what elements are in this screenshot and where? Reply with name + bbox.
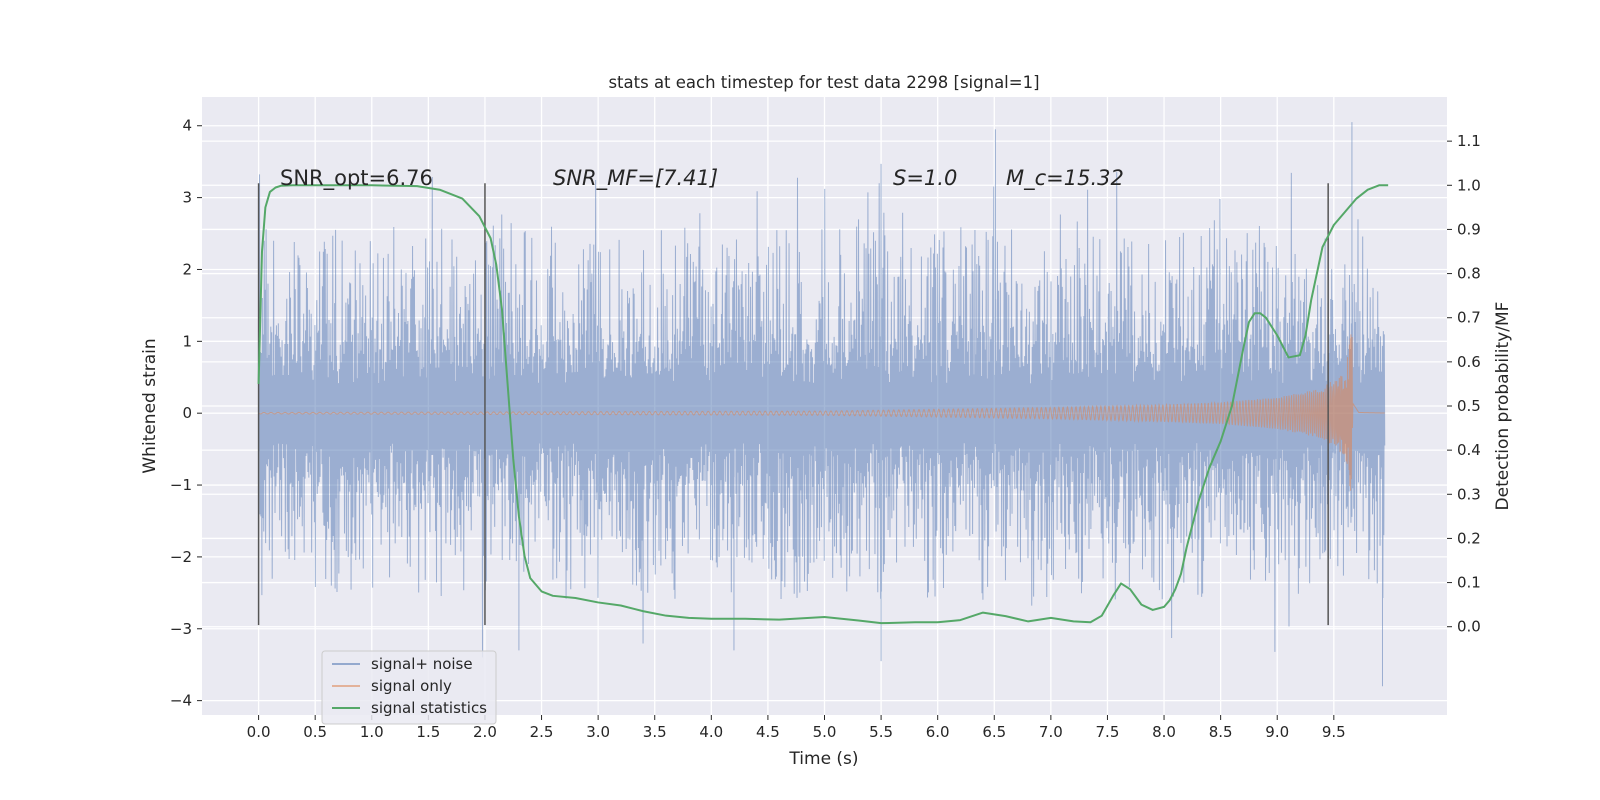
annotation-snr-opt: SNR_opt=6.76 <box>280 166 433 191</box>
signal-plus-noise-line <box>258 122 1386 687</box>
x-tick-label: 7.5 <box>1096 723 1120 741</box>
y-axis-left-label: Whitened strain <box>140 338 160 473</box>
x-tick-label: 1.5 <box>416 723 440 741</box>
y-right-tick-label: 0.0 <box>1457 618 1481 636</box>
y-axis-left-ticks: −4 −3 −2 −1 0 1 2 3 4 <box>170 117 202 710</box>
series-signal-only <box>258 334 1385 491</box>
y-right-tick-label: 0.2 <box>1457 529 1481 547</box>
y-right-tick-label: 0.3 <box>1457 485 1481 503</box>
y-right-tick-label: 1.0 <box>1457 176 1481 194</box>
annotation-mc: M_c=15.32 <box>1006 166 1124 191</box>
x-tick-label: 0.5 <box>303 723 327 741</box>
x-tick-label: 8.5 <box>1209 723 1233 741</box>
series-signal-plus-noise <box>258 122 1386 687</box>
annotation-s: S=1.0 <box>893 166 957 190</box>
x-axis-label: Time (s) <box>788 749 858 769</box>
y-left-tick-label: −4 <box>170 692 192 710</box>
x-axis-ticks: 0.0 0.5 1.0 1.5 2.0 2.5 3.0 3.5 4.0 4.5 5.0 5.5 6.0 6… <box>247 715 1346 741</box>
x-tick-label: 8.0 <box>1152 723 1176 741</box>
y-right-tick-label: 0.4 <box>1457 441 1481 459</box>
vertical-markers <box>257 183 1329 626</box>
annotation-snr-mf: SNR_MF=[7.41] <box>553 166 718 191</box>
legend: signal+ noise signal only signal statist… <box>321 650 497 725</box>
y-right-tick-label: 0.1 <box>1457 574 1481 592</box>
y-right-tick-label: 0.9 <box>1457 220 1481 238</box>
x-tick-label: 2.0 <box>473 723 497 741</box>
x-tick-label: 3.5 <box>643 723 667 741</box>
y-left-tick-label: −1 <box>170 476 192 494</box>
y-left-tick-label: 2 <box>182 260 192 278</box>
x-tick-label: 0.0 <box>247 723 271 741</box>
x-tick-label: 3.0 <box>586 723 610 741</box>
y-right-tick-label: 0.8 <box>1457 265 1481 283</box>
legend-label-signal-statistics: signal statistics <box>371 699 487 717</box>
y-right-tick-label: 0.5 <box>1457 397 1481 415</box>
x-tick-label: 4.5 <box>756 723 780 741</box>
legend-label-signal-only: signal only <box>371 677 452 695</box>
x-tick-label: 6.5 <box>982 723 1006 741</box>
signal-statistics-line <box>257 184 1389 625</box>
y-right-tick-label: 1.1 <box>1457 132 1481 150</box>
y-left-tick-label: 3 <box>182 189 192 207</box>
y-axis-right-label: Detection probability/MF <box>1493 302 1513 511</box>
x-tick-label: 9.5 <box>1322 723 1346 741</box>
y-left-tick-label: 4 <box>182 117 192 135</box>
y-left-tick-label: −2 <box>170 548 192 566</box>
x-tick-label: 5.0 <box>813 723 837 741</box>
y-left-tick-label: 0 <box>182 404 192 422</box>
x-tick-label: 4.0 <box>699 723 723 741</box>
y-right-tick-label: 0.6 <box>1457 353 1481 371</box>
x-tick-label: 6.0 <box>926 723 950 741</box>
signal-only-line <box>258 334 1385 491</box>
y-axis-right-ticks: 0.0 0.1 0.2 0.3 0.4 0.5 0.6 0.7 0.8 0.9 1.0 1.1 <box>1447 132 1481 636</box>
legend-box <box>321 650 497 725</box>
legend-label-signal-plus-noise: signal+ noise <box>371 655 473 673</box>
x-tick-label: 1.0 <box>360 723 384 741</box>
x-tick-label: 7.0 <box>1039 723 1063 741</box>
chart-title: stats at each timestep for test data 229… <box>608 73 1039 92</box>
y-left-tick-label: 1 <box>182 332 192 350</box>
y-left-tick-label: −3 <box>170 620 192 638</box>
x-tick-label: 2.5 <box>530 723 554 741</box>
x-tick-label: 5.5 <box>869 723 893 741</box>
x-tick-label: 9.0 <box>1265 723 1289 741</box>
y-right-tick-label: 0.7 <box>1457 309 1481 327</box>
series-signal-statistics <box>257 184 1389 625</box>
annotations: SNR_opt=6.76 SNR_MF=[7.41] S=1.0 M_c=15.… <box>280 166 1124 191</box>
